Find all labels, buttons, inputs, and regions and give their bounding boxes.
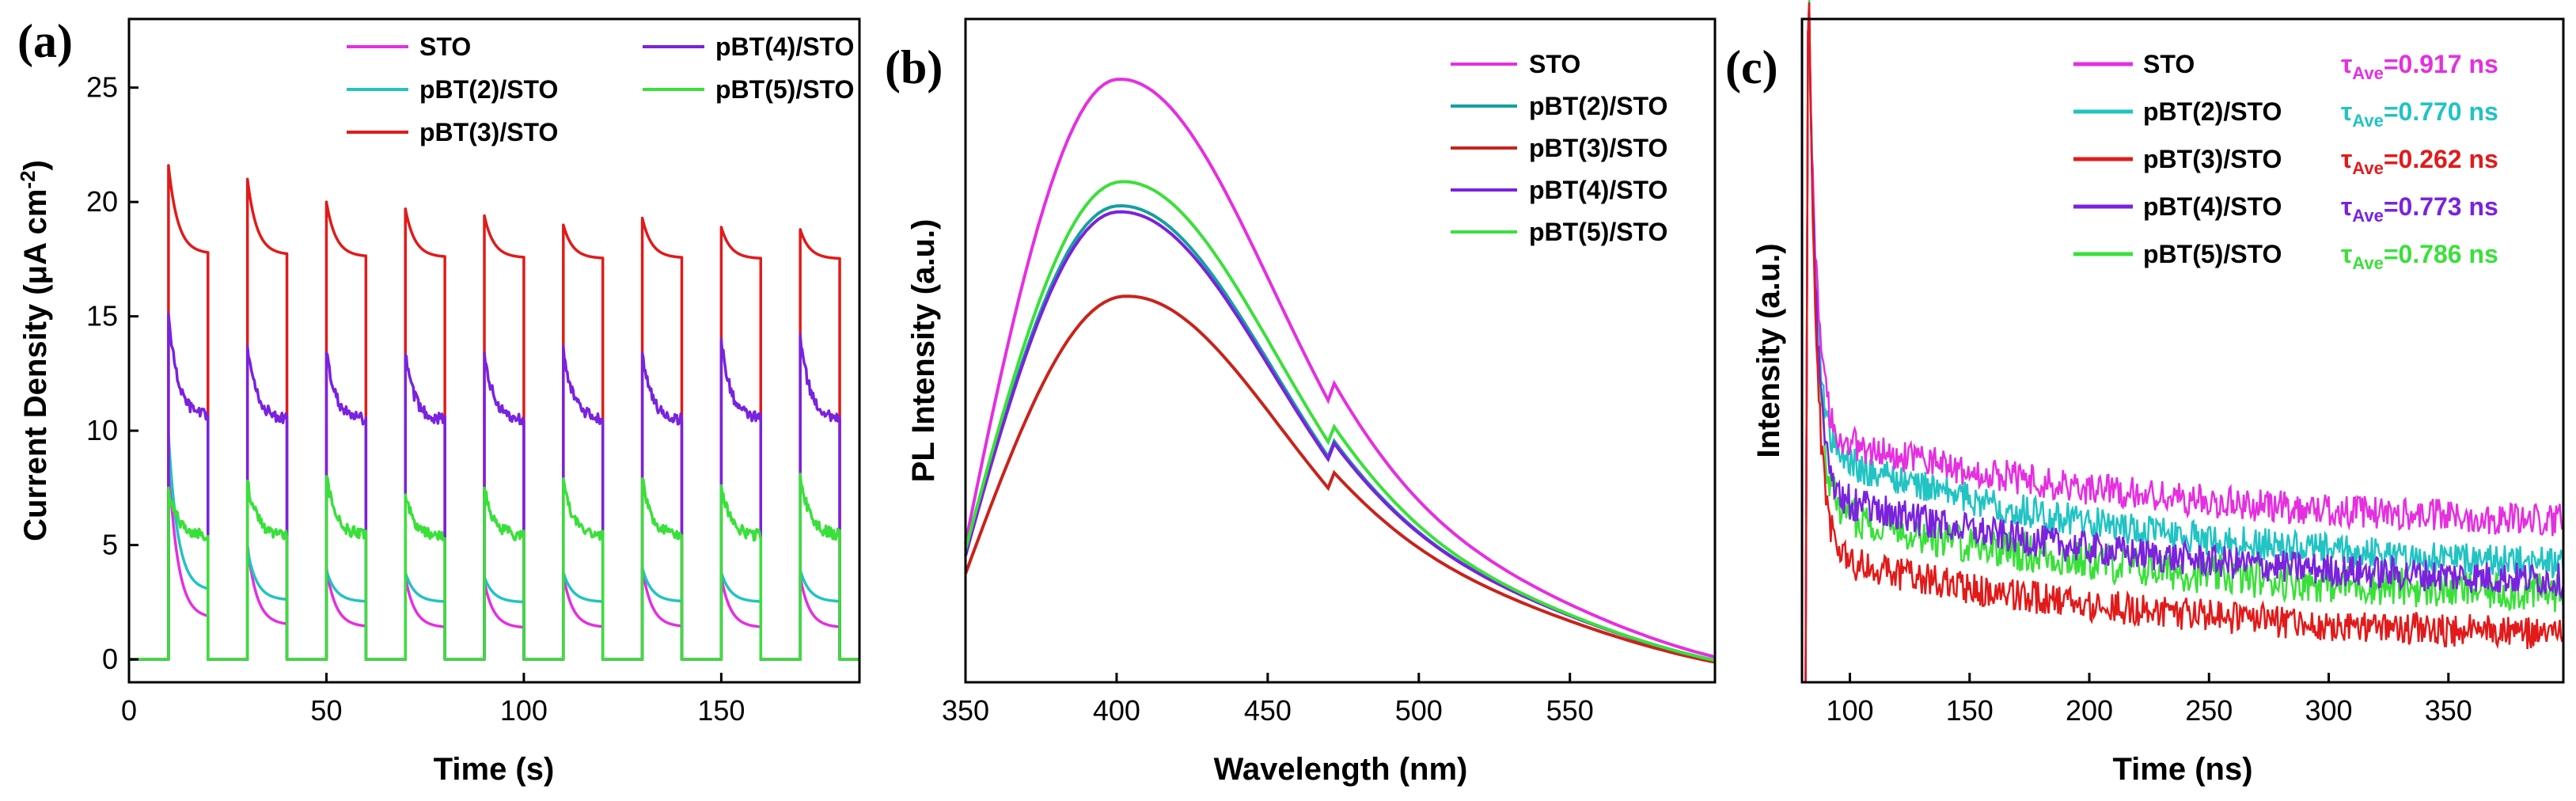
panel-a-x-tick-label: 0 — [121, 694, 137, 727]
panel-c-series-sto — [1804, 32, 2565, 683]
panel-c-x-tick-label: 350 — [2425, 694, 2472, 727]
panel-c-series-pbt-4-sto — [1804, 2, 2565, 683]
panel-b-pl-spectra: (b) 350 400 450 500 550 Wavelength (nm) PL I… — [885, 17, 1717, 787]
panel-a-legend-label-pbt-5-sto: pBT(5)/STO — [715, 75, 854, 104]
panel-c-legend-label-sto: STO — [2143, 50, 2195, 78]
panel-c-trpl-decay: (c) 100 150 200 250 300 350 Time (ns) Intensi… — [1725, 0, 2565, 787]
panel-c-series-group — [1804, 0, 2565, 683]
panel-a-series-group — [129, 164, 859, 661]
panel-c-tau-symbol: τ — [2341, 50, 2352, 78]
panel-a-legend-label-pbt-4-sto: pBT(4)/STO — [715, 32, 854, 61]
panel-b-legend: STO pBT(2)/STO pBT(3)/STO pBT(4)/STO pBT(5)/… — [1451, 50, 1667, 246]
panel-a-y-tick-label: 10 — [86, 414, 118, 446]
panel-a-series-sto — [129, 458, 859, 661]
panel-a-legend: STO pBT(4)/STO pBT(2)/STO pBT(5)/STO pBT(3)/… — [347, 32, 854, 146]
panel-c-y-label: Intensity (a.u.) — [1751, 243, 1786, 457]
panel-c-tau-pbt-2-sto: τAve=0.770 ns — [2341, 97, 2498, 131]
panel-c-tau-subscript: Ave — [2352, 63, 2384, 83]
panel-c-x-label: Time (ns) — [2112, 752, 2252, 787]
panel-c-x-ticks: 100 150 200 250 300 350 — [1826, 673, 2472, 727]
panel-c-tau-symbol: τ — [2341, 145, 2352, 173]
panel-a-y-label-main: Current Density (μA cm — [18, 189, 53, 541]
panel-c-tau-value: =0.262 ns — [2384, 145, 2498, 173]
panel-c-tau-subscript: Ave — [2352, 206, 2384, 226]
panel-a-series-pbt-4-sto — [129, 313, 859, 661]
panel-b-x-label: Wavelength (nm) — [1214, 752, 1468, 787]
panel-c-tau-value: =0.770 ns — [2384, 97, 2498, 126]
panel-b-x-tick-label: 550 — [1546, 694, 1594, 727]
panel-b-y-label: PL Intensity (a.u.) — [906, 219, 941, 483]
panel-c-frame — [1800, 17, 2565, 684]
panel-a-frame — [127, 17, 861, 684]
panel-b-legend-label-pbt-5-sto: pBT(5)/STO — [1529, 218, 1667, 246]
panel-c-tau-pbt-3-sto: τAve=0.262 ns — [2341, 145, 2498, 178]
panel-b-series-pbt-3-sto — [964, 294, 1716, 664]
panel-a-series-pbt-5-sto — [129, 473, 859, 661]
panel-c-tau-subscript: Ave — [2352, 253, 2384, 273]
panel-b-legend-label-pbt-3-sto: pBT(3)/STO — [1529, 134, 1667, 162]
panel-c-x-tick-label: 200 — [2066, 694, 2113, 727]
panel-c-legend-label-pbt-5-sto: pBT(5)/STO — [2143, 240, 2282, 268]
panel-c-x-tick-label: 300 — [2305, 694, 2352, 727]
panel-c-tau-symbol: τ — [2341, 192, 2352, 221]
panel-c-legend-label-pbt-2-sto: pBT(2)/STO — [2143, 97, 2282, 126]
panel-c-tau-symbol: τ — [2341, 97, 2352, 126]
panel-a-legend-label-sto: STO — [419, 32, 471, 61]
panel-a-y-tick-label: 15 — [86, 300, 118, 332]
panel-b-series-sto — [964, 78, 1716, 659]
panel-a-series-pbt-3-sto — [129, 164, 859, 661]
panel-a-x-tick-label: 100 — [500, 694, 548, 727]
panel-a-legend-label-pbt-3-sto: pBT(3)/STO — [419, 118, 558, 146]
panel-a-y-tick-label: 25 — [86, 71, 118, 104]
panel-a-series-pbt-2-sto — [129, 434, 859, 661]
panel-c-tau-sto: τAve=0.917 ns — [2341, 50, 2498, 83]
panel-b-series-pbt-5-sto — [964, 180, 1716, 662]
panel-b-x-tick-label: 450 — [1244, 694, 1292, 727]
panel-c-series-pbt-5-sto — [1804, 0, 2565, 683]
panel-b-legend-label-sto: STO — [1529, 50, 1580, 78]
panel-b-label: (b) — [885, 41, 943, 93]
panel-c-x-tick-label: 100 — [1826, 694, 1873, 727]
panel-b-frame — [964, 17, 1717, 684]
panel-c-legend-label-pbt-4-sto: pBT(4)/STO — [2143, 192, 2282, 221]
panel-c-tau-pbt-5-sto: τAve=0.786 ns — [2341, 240, 2498, 273]
panel-b-x-tick-label: 500 — [1395, 694, 1443, 727]
panel-c-x-tick-label: 150 — [1946, 694, 1994, 727]
panel-c-tau-pbt-4-sto: τAve=0.773 ns — [2341, 192, 2498, 226]
panel-b-legend-label-pbt-4-sto: pBT(4)/STO — [1529, 176, 1667, 204]
panel-a-y-label-end: ) — [18, 160, 53, 170]
panel-a-x-label: Time (s) — [434, 752, 555, 787]
panel-a-y-ticks: 0 5 10 15 20 25 — [86, 71, 138, 675]
panel-a-y-tick-label: 5 — [102, 529, 118, 561]
panel-a-y-tick-label: 20 — [86, 185, 118, 218]
panel-c-tau-subscript: Ave — [2352, 158, 2384, 178]
panel-c-x-tick-label: 250 — [2185, 694, 2233, 727]
panel-b-x-ticks: 350 400 450 500 550 — [942, 673, 1594, 727]
panel-a-x-tick-label: 50 — [310, 694, 342, 727]
panel-c-legend-label-pbt-3-sto: pBT(3)/STO — [2143, 145, 2282, 173]
panel-c-tau-value: =0.786 ns — [2384, 240, 2498, 268]
panel-a-x-tick-label: 150 — [697, 694, 745, 727]
panel-a-y-label: Current Density (μA cm-2) — [16, 160, 53, 541]
panel-a-legend-label-pbt-2-sto: pBT(2)/STO — [419, 75, 558, 104]
panel-c-tau-value: =0.917 ns — [2384, 50, 2498, 78]
panel-a-y-label-sup: -2 — [16, 170, 40, 188]
panel-b-x-tick-label: 350 — [942, 694, 989, 727]
panel-c-label: (c) — [1725, 41, 1778, 93]
panel-a-photocurrent: (a) 0 50 100 150 0 5 10 15 20 25 Time (s) Curren… — [16, 15, 861, 787]
panel-a-label: (a) — [17, 15, 73, 67]
panel-c-tau-symbol: τ — [2341, 240, 2352, 268]
panel-b-series-group — [964, 78, 1716, 664]
panel-b-x-tick-label: 400 — [1093, 694, 1140, 727]
panel-c-tau-subscript: Ave — [2352, 111, 2384, 131]
panel-b-legend-label-pbt-2-sto: pBT(2)/STO — [1529, 92, 1667, 120]
panel-c-tau-value: =0.773 ns — [2384, 192, 2498, 221]
panel-a-y-tick-label: 0 — [102, 643, 118, 675]
panel-c-series-pbt-3-sto — [1804, 2, 2565, 683]
panel-a-x-ticks: 0 50 100 150 — [121, 673, 745, 727]
